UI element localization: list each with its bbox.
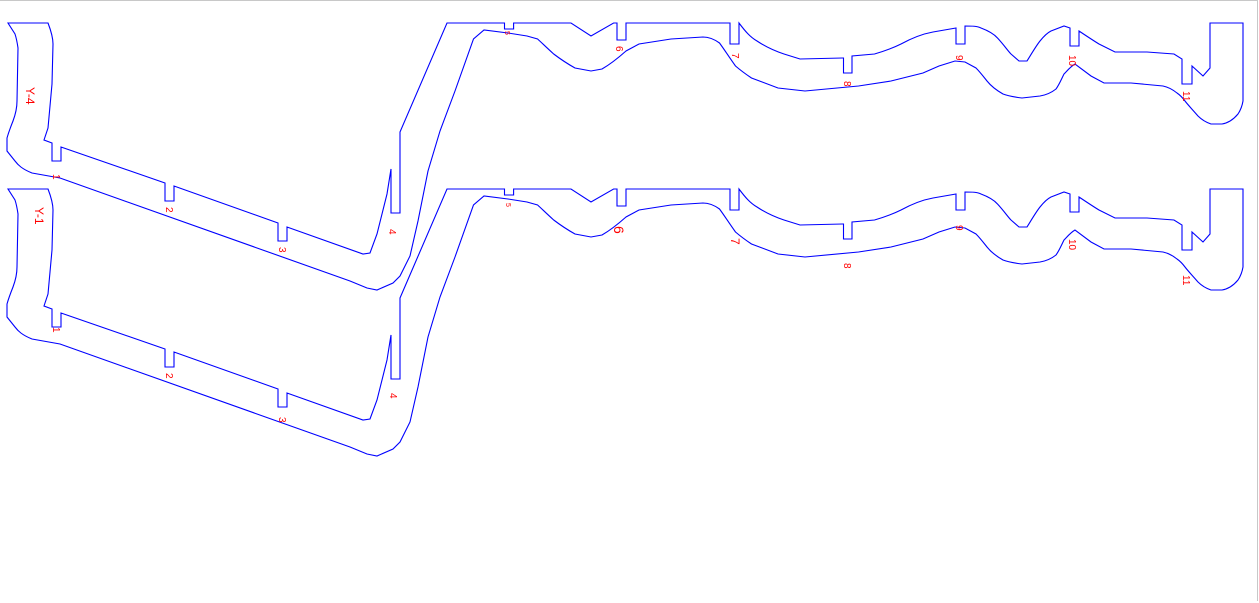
mark-label: 11 — [1180, 91, 1191, 102]
mark-label: 2 — [163, 373, 174, 379]
mark-label: 3 — [276, 247, 287, 253]
part-y4-outline — [6, 22, 1244, 291]
part-y1: Y-1 1 2 3 4 5 6 7 8 9 10 11 — [6, 188, 1244, 457]
mark-label: 6 — [611, 226, 627, 234]
part-label: Y-1 — [32, 207, 46, 225]
mark-label: 9 — [953, 225, 964, 231]
mark-label: 10 — [1066, 55, 1077, 67]
mark-label: 6 — [613, 46, 624, 52]
mark-label: 11 — [1180, 275, 1191, 286]
mark-label: 1 — [50, 327, 61, 333]
mark-label: 9 — [953, 55, 964, 61]
mark-label: 5 — [504, 203, 511, 207]
mark-label: 4 — [387, 393, 398, 399]
mark-label: 7 — [728, 238, 742, 245]
mark-label: 7 — [729, 53, 740, 59]
mark-label: 2 — [163, 207, 174, 213]
mark-label: 8 — [841, 81, 852, 87]
mark-label: 8 — [841, 263, 852, 269]
mark-label: 1 — [50, 174, 61, 180]
mark-label: 4 — [386, 229, 397, 235]
mark-label: 5 — [503, 31, 510, 35]
mark-label: 10 — [1066, 239, 1077, 251]
part-label: Y-4 — [23, 87, 37, 105]
mark-label: 3 — [276, 417, 287, 423]
part-y4: Y-4 1 2 3 4 5 6 7 8 9 10 11 — [6, 22, 1244, 291]
